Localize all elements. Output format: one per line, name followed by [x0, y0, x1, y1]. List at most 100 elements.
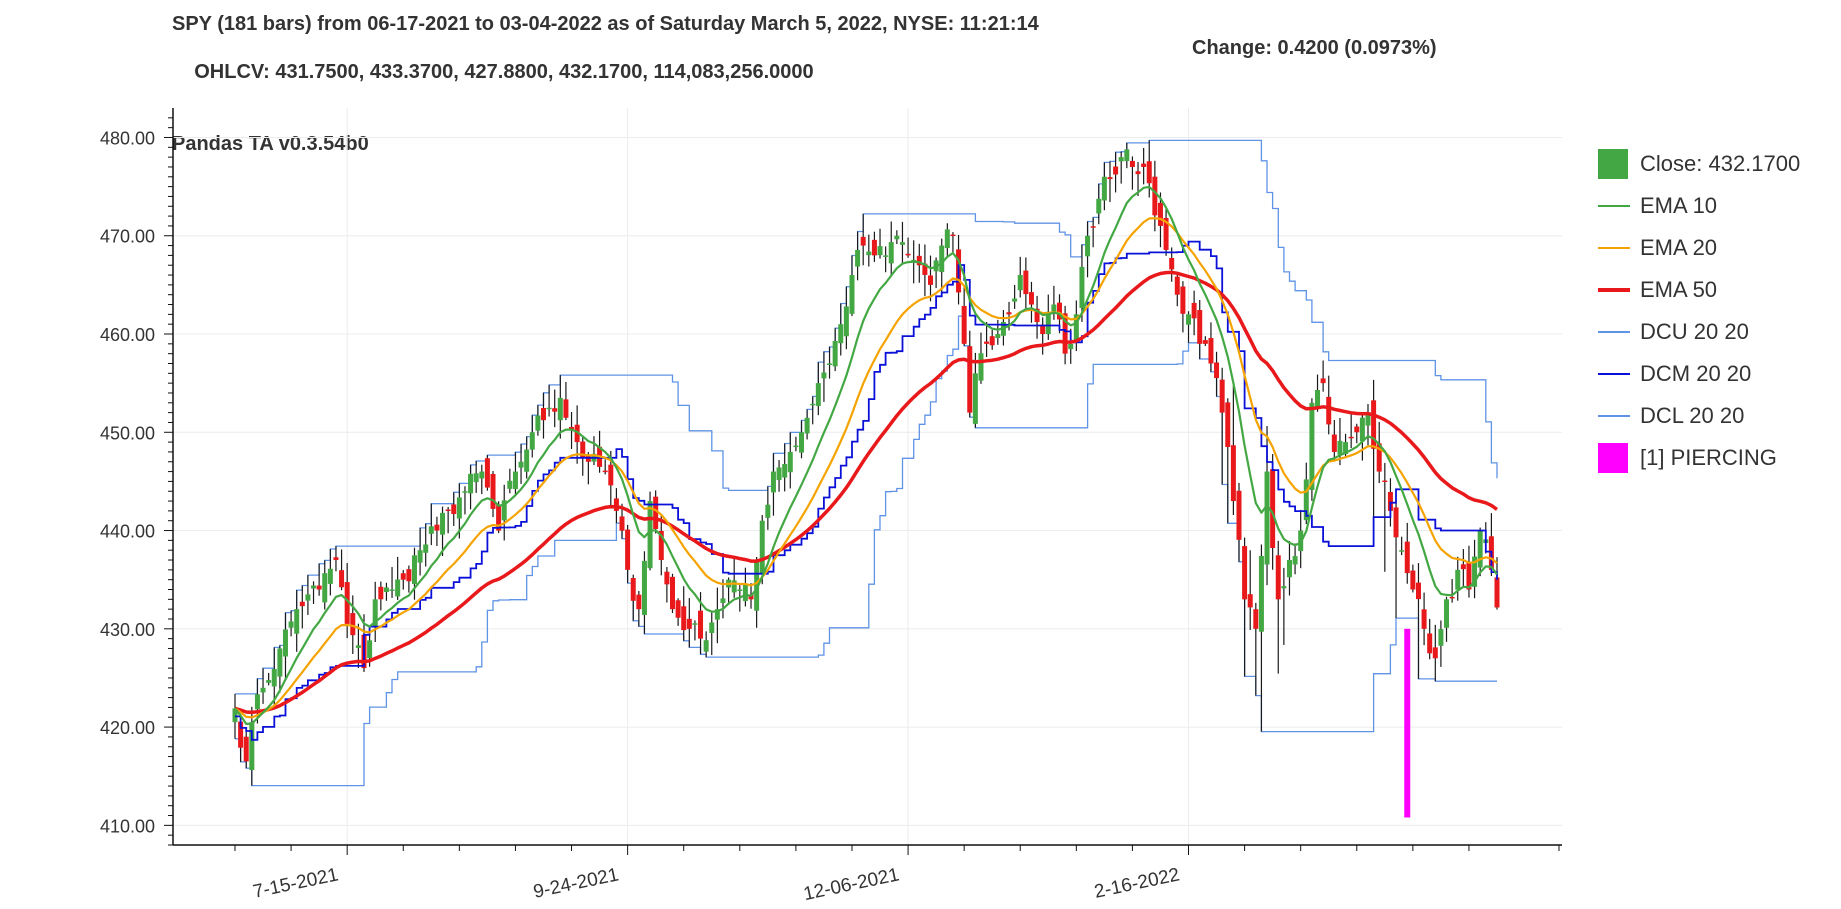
candle-down: [1146, 161, 1152, 184]
candle-up: [1399, 550, 1405, 552]
candle-down: [1320, 378, 1326, 384]
candle-down: [1270, 469, 1276, 548]
candle-up: [782, 464, 788, 478]
candle-up: [714, 609, 720, 620]
candle-down: [1410, 570, 1416, 590]
candle-up: [249, 722, 255, 771]
candle-up: [1085, 235, 1091, 257]
candle-down: [669, 576, 675, 610]
candle-down: [922, 263, 928, 275]
candle-up: [1079, 266, 1085, 309]
candle-down: [613, 498, 619, 511]
candle-up: [1101, 176, 1107, 201]
candle-down: [406, 569, 412, 582]
candle-down: [1494, 577, 1500, 608]
candle-down: [1180, 286, 1186, 314]
candle-down: [905, 253, 911, 256]
candle-up: [641, 560, 647, 615]
candle-down: [434, 524, 440, 531]
candle-down: [316, 585, 322, 590]
legend-label: EMA 10: [1640, 193, 1718, 218]
candle-up: [389, 589, 395, 592]
x-tick-label: 7-15-2021: [251, 864, 340, 903]
legend-swatch-box: [1598, 149, 1628, 179]
candle-up: [832, 340, 838, 367]
y-tick-label: 470.00: [100, 227, 155, 247]
y-tick-label: 410.00: [100, 816, 155, 836]
candle-down: [1062, 313, 1068, 354]
candle-up: [1444, 599, 1450, 628]
candle-down: [490, 473, 496, 509]
candle-up: [647, 501, 653, 569]
chart-subtitle: Pandas TA v0.3.54b0: [172, 133, 369, 155]
candle-up: [821, 372, 827, 379]
candle-down: [400, 573, 406, 580]
candle-down: [1174, 276, 1180, 295]
candle-up: [692, 623, 698, 625]
candle-up: [737, 589, 743, 592]
candle-down: [1253, 609, 1259, 629]
candle-up: [311, 585, 317, 589]
candle-up: [254, 694, 260, 710]
candle-up: [529, 432, 535, 450]
legend-swatch-line: [1598, 204, 1630, 208]
candle-down: [1415, 582, 1421, 600]
y-tick-label: 460.00: [100, 325, 155, 345]
legend-label: DCM 20 20: [1640, 361, 1752, 386]
candle-up: [787, 451, 793, 473]
candle-up: [423, 544, 429, 553]
legend-label: EMA 20: [1640, 235, 1718, 260]
candle-down: [967, 346, 973, 413]
candle-down: [984, 341, 990, 344]
ema20-series-line: [234, 217, 1498, 719]
candle-down: [928, 275, 934, 285]
candle-down: [1331, 434, 1337, 452]
legend-swatch-line: [1598, 331, 1630, 333]
candle-up: [709, 622, 715, 633]
candle-down: [1460, 564, 1466, 570]
legend-swatch-box: [1598, 443, 1628, 473]
candle-down: [1236, 490, 1242, 540]
candle-up: [759, 520, 765, 574]
candle-down: [350, 613, 356, 636]
candle-up: [288, 621, 294, 628]
candle-down: [1376, 443, 1382, 472]
grid-lines: [173, 108, 1562, 845]
candle-down: [574, 424, 580, 443]
y-tick-label: 480.00: [100, 128, 155, 148]
legend-swatch-line: [1598, 415, 1630, 417]
candle-down: [658, 530, 664, 561]
candle-down: [675, 600, 681, 618]
candle-up: [827, 363, 833, 365]
candle-up: [888, 242, 894, 264]
candle-down: [1393, 507, 1399, 538]
candle-down: [1141, 163, 1147, 167]
candle-up: [1472, 556, 1478, 587]
dcm-series-line: [235, 240, 1498, 741]
candle-down: [1135, 171, 1141, 175]
candle-up: [1068, 343, 1074, 350]
candle-up: [1281, 586, 1287, 589]
candle-down: [378, 586, 384, 600]
candle-up: [524, 449, 530, 472]
candle-down: [1152, 176, 1158, 216]
candle-up: [383, 587, 389, 592]
candle-up: [322, 573, 328, 603]
candle-down: [698, 610, 704, 639]
candle-down: [1129, 160, 1135, 167]
x-tick-label: 12-06-2021: [802, 864, 901, 905]
candle-up: [849, 275, 855, 314]
candle-down: [625, 529, 631, 570]
candle-up: [367, 640, 373, 659]
candle-down: [1387, 492, 1393, 511]
candle-down: [1197, 310, 1203, 344]
candle-up: [462, 491, 468, 493]
candle-up: [877, 246, 883, 256]
candle-down: [653, 496, 659, 529]
candle-down: [238, 721, 244, 748]
candle-up: [939, 245, 945, 273]
candle-up: [765, 504, 771, 518]
candle-up: [815, 383, 821, 406]
candle-up: [327, 568, 333, 584]
